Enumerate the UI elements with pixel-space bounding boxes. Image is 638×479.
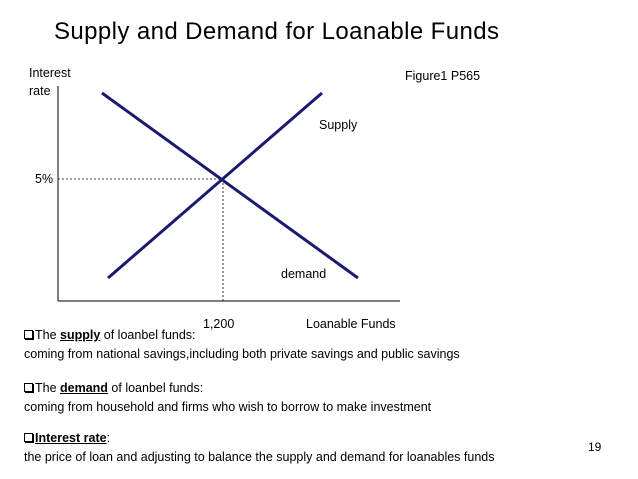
supply-keyword: supply: [60, 328, 101, 342]
equilibrium-rate-label: 5%: [35, 172, 54, 186]
supply-note-prefix: The: [35, 328, 61, 342]
checkbox-bullet-icon: [24, 433, 33, 442]
checkbox-bullet-icon: [24, 383, 33, 392]
demand-curve-label: demand: [281, 267, 327, 281]
demand-note-heading: The demand of loanbel funds:: [24, 379, 431, 398]
interest-rate-note-suffix: :: [106, 431, 111, 445]
slide-title: Supply and Demand for Loanable Funds: [54, 18, 500, 45]
interest-rate-note: Interest rate: the price of loan and adj…: [24, 429, 494, 467]
supply-note-heading: The supply of loanbel funds:: [24, 326, 460, 345]
y-axis-label-line2: rate: [29, 84, 51, 98]
supply-curve-label: Supply: [319, 118, 358, 132]
interest-rate-keyword: Interest rate: [35, 431, 107, 445]
supply-note-detail: coming from national savings,including b…: [24, 347, 460, 361]
demand-curve: [101, 91, 359, 280]
equilibrium-quantity-label: 1,200: [203, 317, 235, 331]
y-axis-label-line1: Interest: [29, 66, 71, 80]
supply-curve: [107, 91, 323, 280]
checkbox-bullet-icon: [24, 330, 33, 339]
demand-note-prefix: The: [35, 381, 61, 395]
page-number: 19: [588, 440, 602, 454]
supply-note-suffix: of loanbel funds:: [100, 328, 196, 342]
demand-note: The demand of loanbel funds: coming from…: [24, 379, 431, 417]
supply-note: The supply of loanbel funds: coming from…: [24, 326, 460, 364]
interest-rate-note-heading: Interest rate:: [24, 429, 494, 448]
demand-note-detail: coming from household and firms who wish…: [24, 400, 432, 414]
demand-keyword: demand: [60, 381, 108, 395]
figure-reference: Figure1 P565: [405, 69, 481, 83]
x-axis-label: Loanable Funds: [306, 317, 396, 331]
demand-note-suffix: of loanbel funds:: [107, 381, 204, 395]
interest-rate-note-detail: the price of loan and adjusting to balan…: [24, 450, 495, 464]
